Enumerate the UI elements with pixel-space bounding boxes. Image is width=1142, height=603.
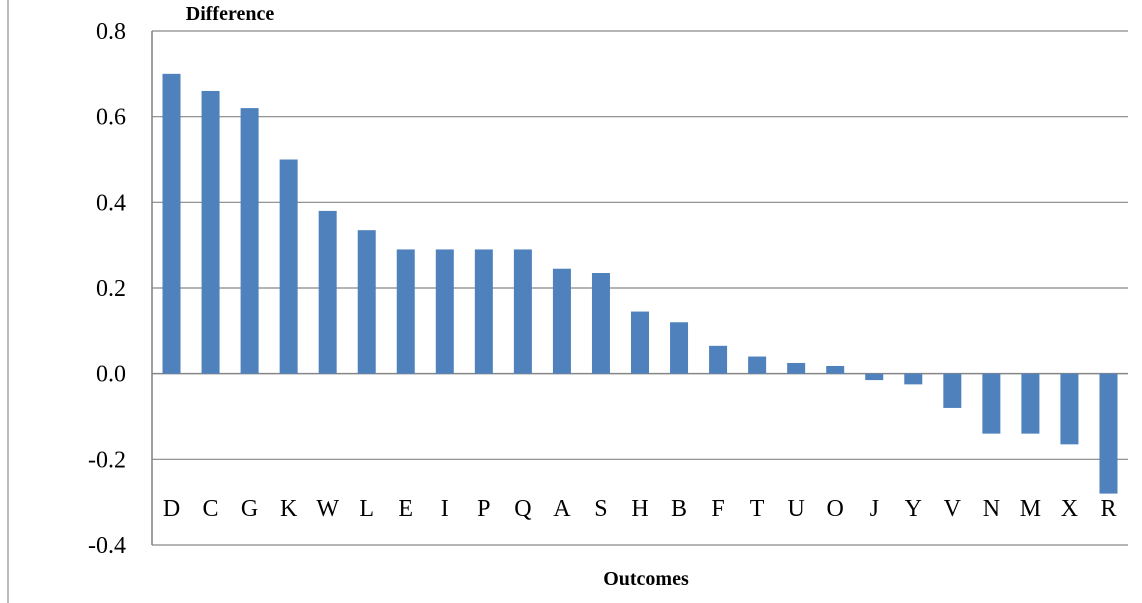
bar-Y <box>904 373 923 385</box>
bar-L <box>357 230 376 374</box>
category-label: Y <box>905 496 922 522</box>
category-label: E <box>398 496 413 522</box>
bar-F <box>709 345 728 374</box>
category-label: L <box>359 496 374 522</box>
x-axis-title: Outcomes <box>603 568 689 590</box>
category-label: N <box>983 496 1000 522</box>
category-label: I <box>441 496 449 522</box>
category-label: C <box>203 496 219 522</box>
bar-E <box>396 249 415 374</box>
category-label: V <box>944 496 962 522</box>
bar-V <box>943 373 962 408</box>
y-tick-label: -0.2 <box>88 447 126 473</box>
category-label: Q <box>514 496 531 522</box>
bar-I <box>435 249 454 374</box>
category-label: W <box>316 496 339 522</box>
category-label: T <box>750 496 765 522</box>
y-tick-labels: -0.4 -0.2 0.0 0.2 0.4 0.6 0.8 <box>88 19 126 559</box>
bar-U <box>787 362 806 374</box>
category-label: J <box>870 496 879 522</box>
bar-H <box>631 311 649 374</box>
bar-B <box>670 322 689 374</box>
y-tick-label: 0.4 <box>96 190 126 216</box>
y-tick-label: 0.6 <box>96 105 126 131</box>
category-label: M <box>1020 496 1041 522</box>
category-label: R <box>1100 496 1116 522</box>
bar-N <box>982 373 1001 434</box>
y-tick-label: 0.8 <box>96 19 126 45</box>
category-label: U <box>787 496 804 522</box>
category-label: H <box>631 496 648 522</box>
bar-P <box>474 249 493 374</box>
bar-C <box>201 90 220 374</box>
category-label: A <box>553 496 571 522</box>
category-label: D <box>163 496 180 522</box>
bar-A <box>552 268 571 374</box>
bar-W <box>318 210 337 374</box>
bar-M <box>1021 373 1040 434</box>
category-label: F <box>711 496 724 522</box>
y-axis-title: Difference <box>186 3 275 25</box>
bar-X <box>1060 373 1079 445</box>
bar-T <box>748 356 767 374</box>
bar-S <box>591 273 610 374</box>
bar-O <box>826 365 845 374</box>
bars <box>162 73 1118 494</box>
y-tick-label: 0.0 <box>96 362 126 388</box>
category-label: G <box>241 496 258 522</box>
y-tick-label: 0.2 <box>96 276 126 302</box>
category-label: K <box>280 496 298 522</box>
category-label: O <box>827 496 844 522</box>
category-label: X <box>1061 496 1078 522</box>
bar-G <box>240 108 259 374</box>
bar-J <box>865 373 884 381</box>
bar-Q <box>513 249 532 374</box>
gridlines <box>152 30 1128 546</box>
category-label: S <box>594 496 607 522</box>
bar-R <box>1099 373 1118 494</box>
category-label: P <box>477 496 490 522</box>
y-tick-label: -0.4 <box>88 533 126 559</box>
bar-D <box>162 73 181 374</box>
category-label: B <box>671 496 687 522</box>
bar-K <box>279 159 298 374</box>
